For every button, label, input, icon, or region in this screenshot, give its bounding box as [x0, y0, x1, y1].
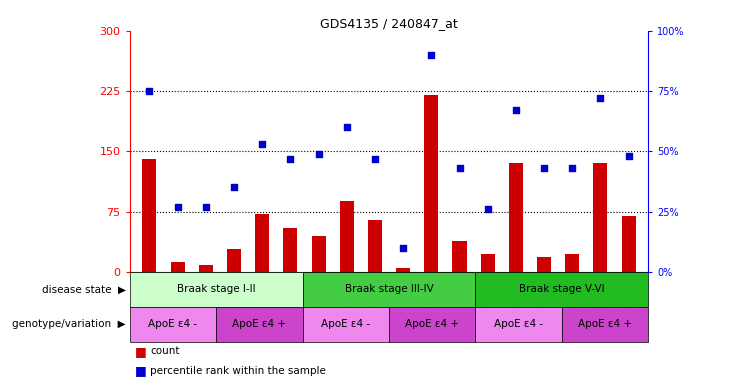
Bar — [396, 268, 411, 272]
Text: ApoE ε4 +: ApoE ε4 + — [578, 319, 632, 329]
Bar — [130, 307, 216, 342]
Text: ApoE ε4 +: ApoE ε4 + — [233, 319, 286, 329]
Bar — [565, 254, 579, 272]
Bar — [537, 257, 551, 272]
Text: Braak stage III-IV: Braak stage III-IV — [345, 284, 433, 294]
Bar — [142, 159, 156, 272]
Bar — [283, 228, 297, 272]
Text: Braak stage I-II: Braak stage I-II — [177, 284, 256, 294]
Bar — [476, 272, 648, 307]
Point — [397, 245, 409, 251]
Text: ApoE ε4 -: ApoE ε4 - — [494, 319, 543, 329]
Text: ApoE ε4 -: ApoE ε4 - — [148, 319, 197, 329]
Bar — [170, 262, 185, 272]
Point — [228, 184, 240, 190]
Bar — [389, 307, 476, 342]
Text: count: count — [150, 346, 180, 356]
Point — [594, 95, 606, 101]
Bar — [368, 220, 382, 272]
Bar — [594, 163, 608, 272]
Text: ■: ■ — [135, 364, 147, 377]
Point — [256, 141, 268, 147]
Point — [566, 165, 578, 171]
Bar — [339, 201, 353, 272]
Bar — [476, 307, 562, 342]
Bar — [216, 307, 302, 342]
Bar — [302, 307, 389, 342]
Bar — [481, 254, 495, 272]
Text: Braak stage V-VI: Braak stage V-VI — [519, 284, 605, 294]
Point — [510, 107, 522, 113]
Point — [538, 165, 550, 171]
Point — [369, 156, 381, 162]
Bar — [199, 265, 213, 272]
Title: GDS4135 / 240847_at: GDS4135 / 240847_at — [320, 17, 458, 30]
Bar — [453, 241, 467, 272]
Point — [622, 153, 634, 159]
Point — [144, 88, 156, 94]
Point — [313, 151, 325, 157]
Point — [453, 165, 465, 171]
Bar — [562, 307, 648, 342]
Point — [482, 206, 494, 212]
Text: genotype/variation  ▶: genotype/variation ▶ — [13, 319, 126, 329]
Bar — [255, 214, 269, 272]
Point — [285, 156, 296, 162]
Bar — [227, 249, 241, 272]
Text: percentile rank within the sample: percentile rank within the sample — [150, 366, 326, 376]
Point — [425, 52, 437, 58]
Text: ■: ■ — [135, 345, 147, 358]
Point — [200, 204, 212, 210]
Bar — [509, 163, 523, 272]
Bar — [130, 272, 302, 307]
Point — [172, 204, 184, 210]
Text: ApoE ε4 +: ApoE ε4 + — [405, 319, 459, 329]
Bar — [311, 236, 325, 272]
Text: disease state  ▶: disease state ▶ — [42, 284, 126, 294]
Bar — [302, 272, 476, 307]
Point — [341, 124, 353, 130]
Bar — [622, 215, 636, 272]
Text: ApoE ε4 -: ApoE ε4 - — [322, 319, 370, 329]
Bar — [425, 95, 439, 272]
